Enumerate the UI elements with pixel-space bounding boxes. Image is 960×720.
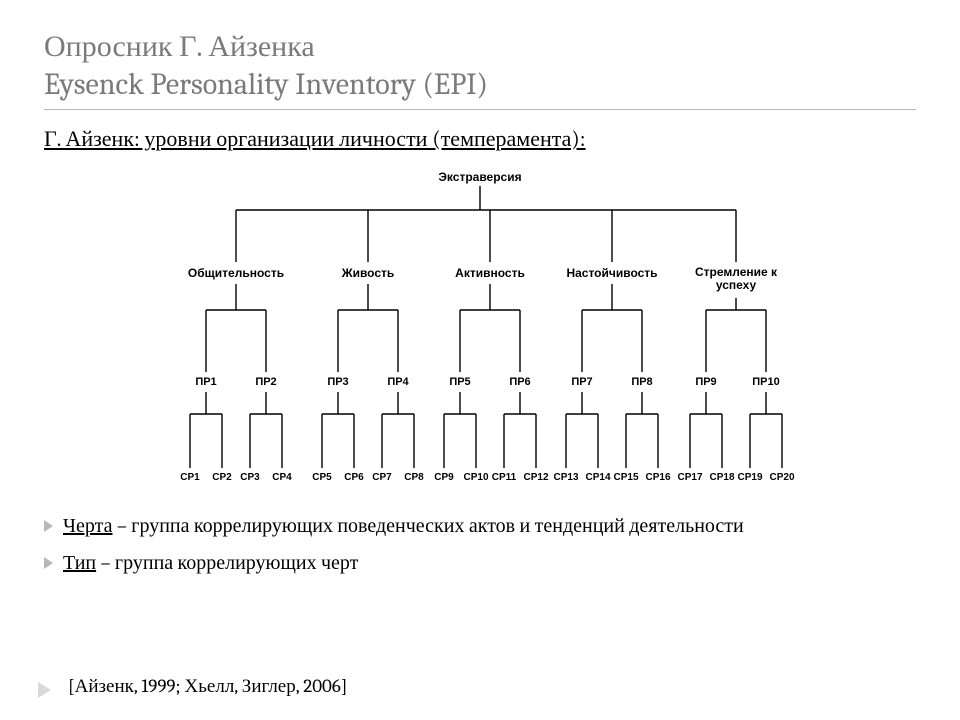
diagram-label: СР13: [549, 472, 583, 483]
diagram-label: Общительность: [171, 266, 301, 280]
corner-arrow-icon: [38, 682, 51, 698]
diagram-label: Экстраверсия: [410, 170, 550, 184]
diagram-label: ПР10: [744, 376, 788, 388]
diagram-label: СР12: [519, 472, 553, 483]
diagram-label: Стремление куспеху: [681, 266, 791, 291]
diagram-label: СР1: [173, 472, 207, 483]
diagram-label: Активность: [425, 266, 555, 280]
diagram-label: Живость: [303, 266, 433, 280]
diagram-label: Настойчивость: [547, 266, 677, 280]
diagram-label: ПР2: [244, 376, 288, 388]
diagram-label: СР8: [397, 472, 431, 483]
diagram-label: СР4: [265, 472, 299, 483]
diagram-label: СР11: [487, 472, 521, 483]
diagram-label: ПР7: [560, 376, 604, 388]
bullet-list: Черта – группа коррелирующих поведенческ…: [44, 512, 916, 576]
diagram-label: ПР3: [316, 376, 360, 388]
diagram-label: СР7: [365, 472, 399, 483]
diagram-label: ПР8: [620, 376, 664, 388]
diagram-label: ПР9: [684, 376, 728, 388]
diagram-label: ПР4: [376, 376, 420, 388]
title-line-2: Eysenck Personality Inventory (EPI): [44, 67, 488, 102]
diagram-label: ПР6: [498, 376, 542, 388]
diagram-label: ПР5: [438, 376, 482, 388]
bullet-item: Тип – группа коррелирующих черт: [44, 549, 916, 576]
slide-title: Опросник Г. Айзенка Eysenck Personality …: [44, 28, 916, 103]
subheading: Г. Айзенк: уровни организации личности (…: [44, 126, 916, 152]
bullet-item: Черта – группа коррелирующих поведенческ…: [44, 512, 916, 539]
bullet-text: Тип – группа коррелирующих черт: [63, 549, 358, 576]
bullet-arrow-icon: [44, 557, 53, 569]
bullet-arrow-icon: [44, 520, 53, 532]
title-rule: [44, 109, 916, 110]
diagram-label: СР17: [673, 472, 707, 483]
bullet-text: Черта – группа коррелирующих поведенческ…: [63, 512, 744, 539]
diagram-label: СР9: [427, 472, 461, 483]
citation: [Айзенк, 1999; Хьелл, Зиглер, 2006]: [68, 675, 347, 698]
diagram-label: СР20: [765, 472, 799, 483]
diagram-label: СР15: [609, 472, 643, 483]
diagram-label: ПР1: [184, 376, 228, 388]
diagram-label: СР16: [641, 472, 675, 483]
title-line-1: Опросник Г. Айзенка: [44, 29, 315, 64]
hierarchy-diagram: Экстраверсия ОбщительностьЖивостьАктивнос…: [136, 160, 824, 498]
diagram-label: СР3: [233, 472, 267, 483]
diagram-label: СР19: [733, 472, 767, 483]
diagram-label: СР5: [305, 472, 339, 483]
